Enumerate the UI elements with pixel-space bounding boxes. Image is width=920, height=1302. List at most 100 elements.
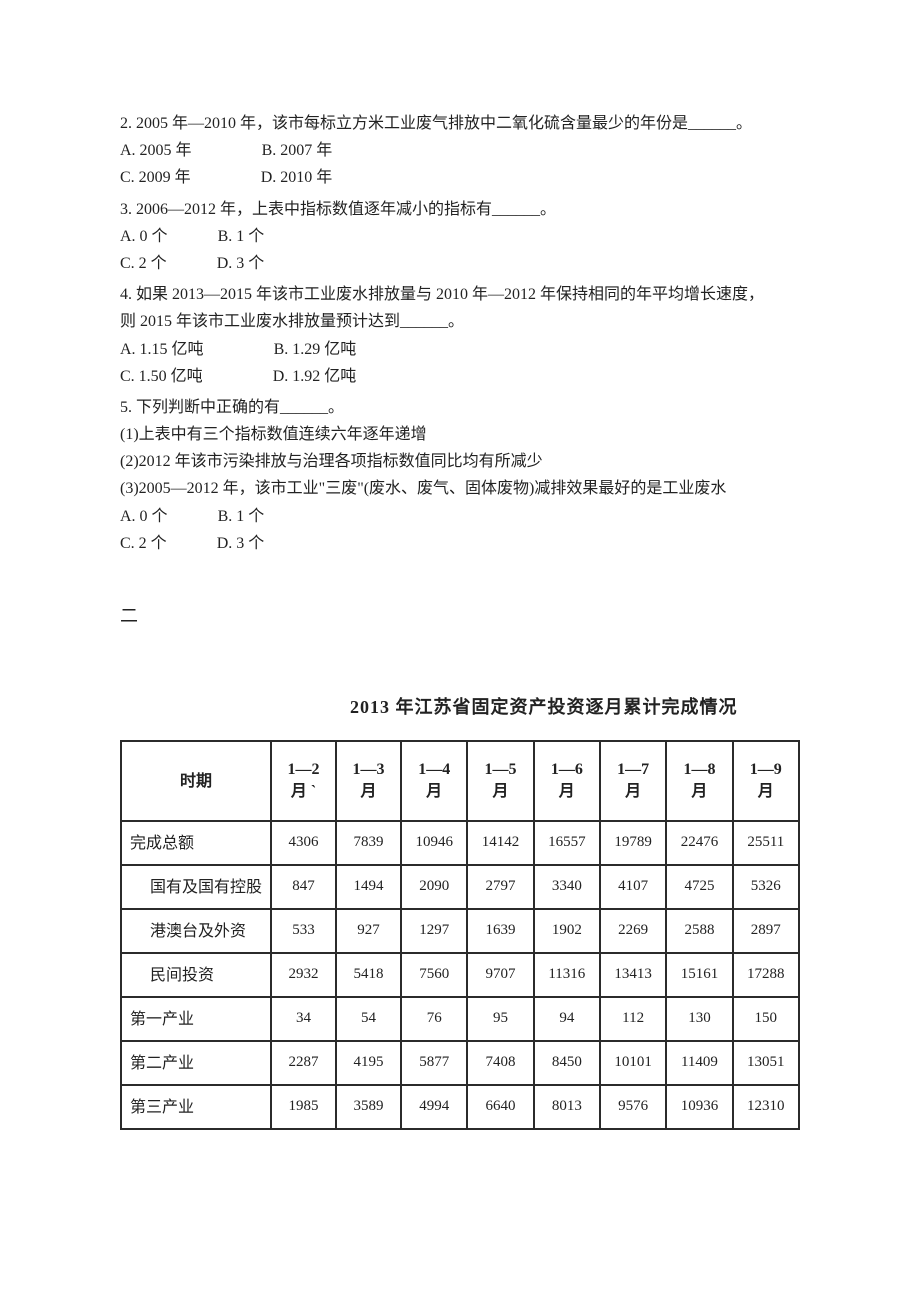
row-label: 第三产业	[121, 1085, 271, 1129]
h5l2: 月	[625, 783, 641, 800]
question-5-sub1: (1)上表中有三个指标数值连续六年逐年递增	[120, 421, 800, 448]
question-4-options-row1: A. 1.15 亿吨 B. 1.29 亿吨	[120, 336, 800, 363]
cell: 95	[467, 997, 533, 1041]
header-col-0: 1—2 月 ˋ	[271, 741, 336, 821]
option-3c: C. 2 个	[120, 250, 167, 277]
cell: 1902	[534, 909, 600, 953]
question-5-sub3: (3)2005—2012 年，该市工业"三废"(废水、废气、固体废物)减排效果最…	[120, 475, 800, 502]
h4l1: 1—6	[551, 761, 583, 778]
h1l1: 1—3	[353, 761, 385, 778]
h2l1: 1—4	[418, 761, 450, 778]
section-2-heading: 二	[120, 601, 800, 632]
header-col-7: 1—9月	[733, 741, 799, 821]
row-label: 完成总额	[121, 821, 271, 865]
option-5b: B. 1 个	[218, 503, 265, 530]
question-5-stem: 5. 下列判断中正确的有______。	[120, 394, 800, 421]
row-label: 第一产业	[121, 997, 271, 1041]
question-3: 3. 2006—2012 年，上表中指标数值逐年减小的指标有______。 A.…	[120, 196, 800, 278]
option-2a: A. 2005 年	[120, 137, 192, 164]
cell: 9576	[600, 1085, 666, 1129]
cell: 927	[336, 909, 401, 953]
option-4a: A. 1.15 亿吨	[120, 336, 204, 363]
cell: 2588	[666, 909, 732, 953]
option-2c: C. 2009 年	[120, 164, 191, 191]
h0l2: 月 ˋ	[291, 783, 316, 800]
cell: 11316	[534, 953, 600, 997]
cell: 22476	[666, 821, 732, 865]
cell: 4994	[401, 1085, 467, 1129]
question-2-options-row1: A. 2005 年 B. 2007 年	[120, 137, 800, 164]
cell: 14142	[467, 821, 533, 865]
question-3-stem: 3. 2006—2012 年，上表中指标数值逐年减小的指标有______。	[120, 196, 800, 223]
cell: 13051	[733, 1041, 799, 1085]
h7l2: 月	[758, 783, 774, 800]
row-label: 第二产业	[121, 1041, 271, 1085]
h2l2: 月	[426, 783, 442, 800]
cell: 10101	[600, 1041, 666, 1085]
table-row: 民间投资293254187560970711316134131516117288	[121, 953, 799, 997]
h0l1: 1—2	[288, 761, 320, 778]
cell: 1297	[401, 909, 467, 953]
question-2-options-row2: C. 2009 年 D. 2010 年	[120, 164, 800, 191]
h6l2: 月	[691, 783, 707, 800]
cell: 5326	[733, 865, 799, 909]
h1l2: 月	[361, 783, 377, 800]
cell: 11409	[666, 1041, 732, 1085]
option-4b: B. 1.29 亿吨	[274, 336, 357, 363]
h3l1: 1—5	[485, 761, 517, 778]
cell: 16557	[534, 821, 600, 865]
cell: 847	[271, 865, 336, 909]
table-row: 完成总额430678391094614142165571978922476255…	[121, 821, 799, 865]
cell: 3589	[336, 1085, 401, 1129]
header-col-4: 1—6月	[534, 741, 600, 821]
option-4c: C. 1.50 亿吨	[120, 363, 203, 390]
cell: 4107	[600, 865, 666, 909]
option-2d: D. 2010 年	[261, 164, 333, 191]
cell: 1494	[336, 865, 401, 909]
cell: 1639	[467, 909, 533, 953]
option-4d: D. 1.92 亿吨	[273, 363, 357, 390]
table-row: 第一产业3454769594112130150	[121, 997, 799, 1041]
cell: 12310	[733, 1085, 799, 1129]
header-col-3: 1—5 月	[467, 741, 533, 821]
cell: 2269	[600, 909, 666, 953]
question-4-stem1: 4. 如果 2013—2015 年该市工业废水排放量与 2010 年—2012 …	[120, 281, 800, 308]
question-5-options-row1: A. 0 个 B. 1 个	[120, 503, 800, 530]
document-page: 2. 2005 年—2010 年，该市每标立方米工业废气排放中二氧化硫含量最少的…	[0, 0, 920, 1190]
option-5c: C. 2 个	[120, 530, 167, 557]
cell: 4306	[271, 821, 336, 865]
header-col-2: 1—4 月	[401, 741, 467, 821]
cell: 34	[271, 997, 336, 1041]
question-5: 5. 下列判断中正确的有______。 (1)上表中有三个指标数值连续六年逐年递…	[120, 394, 800, 557]
cell: 2932	[271, 953, 336, 997]
option-3a: A. 0 个	[120, 223, 168, 250]
question-2-stem: 2. 2005 年—2010 年，该市每标立方米工业废气排放中二氧化硫含量最少的…	[120, 110, 800, 137]
option-5d: D. 3 个	[217, 530, 265, 557]
option-5a: A. 0 个	[120, 503, 168, 530]
cell: 2897	[733, 909, 799, 953]
h5l1: 1—7	[617, 761, 649, 778]
cell: 15161	[666, 953, 732, 997]
table-title: 2013 年江苏省固定资产投资逐月累计完成情况	[350, 692, 800, 723]
table-row: 国有及国有控股8471494209027973340410747255326	[121, 865, 799, 909]
question-5-sub2: (2)2012 年该市污染排放与治理各项指标数值同比均有所减少	[120, 448, 800, 475]
cell: 3340	[534, 865, 600, 909]
question-5-options-row2: C. 2 个 D. 3 个	[120, 530, 800, 557]
cell: 17288	[733, 953, 799, 997]
question-2: 2. 2005 年—2010 年，该市每标立方米工业废气排放中二氧化硫含量最少的…	[120, 110, 800, 192]
cell: 7839	[336, 821, 401, 865]
investment-table: 时期 1—2月 ˋ 1—3月 1—4月 1—5月 1—6月 1—7月 1—8月 …	[120, 740, 800, 1130]
option-3b: B. 1 个	[218, 223, 265, 250]
row-label: 港澳台及外资	[121, 909, 271, 953]
cell: 25511	[733, 821, 799, 865]
cell: 76	[401, 997, 467, 1041]
table-row: 第二产业22874195587774088450101011140913051	[121, 1041, 799, 1085]
table-row: 港澳台及外资533927129716391902226925882897	[121, 909, 799, 953]
h3l2: 月	[492, 783, 508, 800]
question-4-options-row2: C. 1.50 亿吨 D. 1.92 亿吨	[120, 363, 800, 390]
row-label: 国有及国有控股	[121, 865, 271, 909]
h6l1: 1—8	[683, 761, 715, 778]
option-2b: B. 2007 年	[262, 137, 333, 164]
table-header-row: 时期 1—2月 ˋ 1—3月 1—4月 1—5月 1—6月 1—7月 1—8月 …	[121, 741, 799, 821]
cell: 8013	[534, 1085, 600, 1129]
